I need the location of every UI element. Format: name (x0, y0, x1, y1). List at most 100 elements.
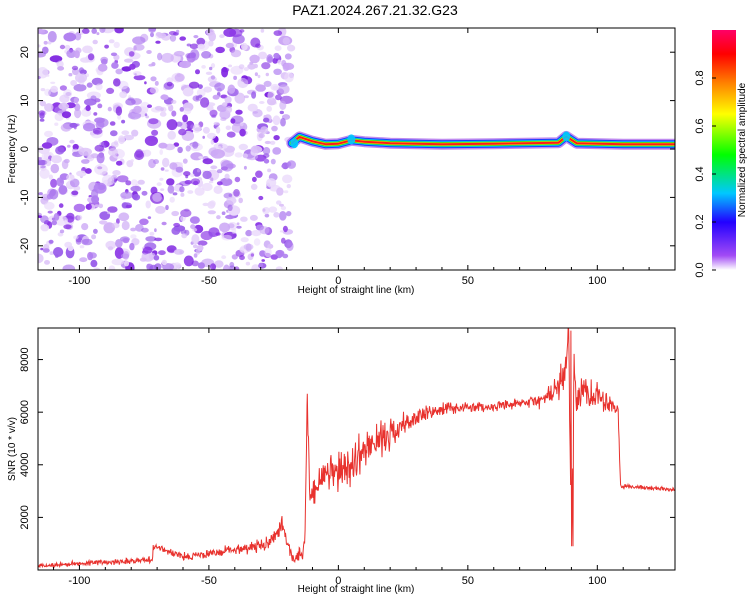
noise-blob (171, 99, 177, 104)
noise-blob (91, 28, 97, 34)
noise-blob (133, 45, 137, 51)
colorbar-tick-label: 0.6 (694, 118, 706, 133)
noise-blob (78, 67, 85, 74)
noise-blob (100, 56, 109, 63)
noise-blob (130, 234, 137, 239)
noise-blob (167, 130, 176, 140)
snr-x-tick-label: -50 (201, 575, 217, 587)
noise-blob (104, 44, 109, 49)
noise-blob (49, 251, 54, 256)
noise-blob (198, 94, 203, 99)
noise-blob (183, 107, 192, 115)
noise-blob (173, 262, 182, 269)
noise-blob (72, 143, 79, 151)
noise-blob (93, 267, 100, 270)
noise-blob (177, 162, 183, 166)
noise-blob (196, 88, 206, 97)
noise-blob (112, 170, 121, 176)
noise-blob (144, 81, 147, 85)
noise-blob (152, 192, 163, 202)
chart-title: PAZ1.2024.267.21.32.G23 (292, 2, 458, 18)
noise-blob (215, 46, 225, 54)
noise-blob (160, 188, 165, 191)
noise-blob (94, 164, 108, 175)
noise-blob (201, 182, 213, 192)
noise-blob (55, 146, 65, 155)
noise-blob (273, 68, 282, 76)
noise-blob (279, 211, 287, 221)
noise-blob (202, 158, 214, 165)
noise-blob (219, 222, 231, 233)
noise-blob (250, 37, 261, 48)
noise-blob (189, 43, 199, 50)
colorbar-tick-label: 0.8 (694, 70, 706, 85)
snr-frame (37, 327, 676, 571)
noise-blob (75, 238, 82, 245)
noise-blob (206, 28, 215, 36)
noise-blob (282, 225, 288, 233)
noise-blob (233, 75, 238, 80)
noise-blob (159, 177, 164, 181)
noise-blob (73, 148, 79, 152)
noise-blob (222, 264, 231, 270)
noise-blob (147, 216, 152, 220)
noise-blob (135, 148, 144, 158)
noise-blob (263, 117, 270, 123)
noise-blob (121, 66, 132, 72)
noise-blob (179, 36, 186, 41)
noise-blob (50, 178, 58, 188)
noise-blob (130, 185, 142, 192)
noise-blob (108, 265, 116, 270)
snr-y-tick-label: 6000 (19, 400, 31, 424)
noise-blob (251, 230, 262, 237)
noise-blob (206, 132, 217, 140)
noise-blob (57, 66, 65, 71)
noise-blob (241, 42, 248, 51)
noise-blob (81, 238, 93, 246)
noise-blob (166, 81, 173, 87)
noise-blob (71, 190, 79, 196)
noise-blob (161, 259, 167, 266)
noise-blob (129, 63, 136, 70)
noise-blob (221, 255, 227, 260)
noise-blob (154, 228, 157, 233)
noise-blob (149, 264, 158, 270)
noise-blob (120, 191, 133, 199)
noise-blob (154, 237, 163, 242)
noise-blob (60, 123, 72, 132)
noise-blob (192, 244, 198, 249)
noise-blob (159, 111, 167, 117)
noise-blob (259, 226, 270, 235)
noise-blob (195, 69, 200, 75)
noise-blob (166, 119, 178, 131)
noise-blob (58, 185, 68, 195)
noise-blob (145, 236, 157, 242)
noise-blob (216, 169, 223, 174)
noise-blob (110, 52, 118, 57)
snr-x-tick-label: -100 (68, 575, 90, 587)
noise-blob (228, 193, 233, 197)
noise-blob (114, 28, 124, 34)
snr-y-tick-label: 2000 (19, 505, 31, 529)
noise-blob (111, 222, 120, 229)
noise-blob (58, 203, 64, 208)
noise-blob (113, 78, 121, 87)
noise-blob (280, 205, 287, 211)
noise-blob (139, 218, 149, 226)
snr-series-line (38, 328, 675, 569)
noise-blob (271, 125, 278, 132)
noise-blob (141, 190, 148, 196)
noise-blob (282, 37, 290, 45)
noise-blob (191, 234, 200, 245)
noise-blob (236, 222, 240, 226)
noise-blob (224, 173, 230, 180)
noise-blob (189, 49, 200, 61)
noise-blob (65, 212, 75, 223)
noise-blob (247, 103, 258, 112)
noise-blob (54, 112, 64, 122)
noise-blob (107, 211, 111, 215)
noise-blob (124, 58, 134, 63)
noise-blob (85, 168, 92, 174)
noise-blob (82, 28, 90, 34)
